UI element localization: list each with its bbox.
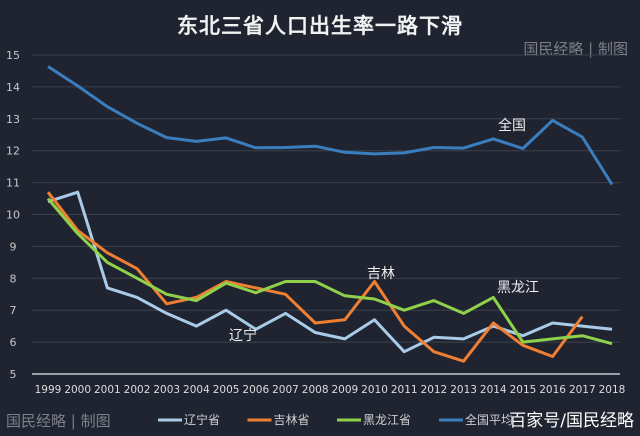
y-tick-label: 14 bbox=[6, 81, 20, 94]
y-tick-label: 12 bbox=[6, 145, 20, 158]
x-tick-label: 1999 bbox=[35, 384, 62, 396]
x-tick-label: 2013 bbox=[450, 384, 477, 396]
x-tick-label: 2014 bbox=[480, 384, 507, 396]
y-tick-label: 10 bbox=[6, 209, 20, 222]
source-watermark: 百家号/国民经略 bbox=[509, 411, 634, 431]
y-tick-label: 8 bbox=[10, 272, 17, 285]
x-tick-label: 2003 bbox=[153, 384, 180, 396]
y-tick-label: 5 bbox=[10, 368, 17, 381]
series-annotation: 吉林 bbox=[367, 266, 395, 282]
legend-label: 吉林省 bbox=[274, 413, 310, 427]
x-tick-label: 2005 bbox=[213, 384, 240, 396]
y-tick-label: 13 bbox=[6, 113, 20, 126]
y-tick-label: 15 bbox=[6, 49, 20, 62]
x-tick-label: 2015 bbox=[510, 384, 537, 396]
x-tick-label: 2004 bbox=[183, 384, 210, 396]
x-tick-label: 2017 bbox=[569, 384, 596, 396]
series-annotation: 黑龙江 bbox=[497, 280, 539, 296]
series-line-黑龙江省 bbox=[46, 197, 613, 346]
x-tick-label: 2012 bbox=[421, 384, 448, 396]
y-tick-label: 7 bbox=[10, 304, 17, 317]
x-tick-label: 2009 bbox=[331, 384, 358, 396]
chart-title: 东北三省人口出生率一路下滑 bbox=[177, 14, 463, 38]
x-tick-label: 2000 bbox=[64, 384, 91, 396]
x-tick-label: 2002 bbox=[124, 384, 151, 396]
x-tick-label: 2006 bbox=[242, 384, 269, 396]
credit-bottom: 国民经略 | 制图 bbox=[6, 412, 111, 430]
series-line-辽宁省 bbox=[47, 190, 613, 354]
x-tick-label: 2001 bbox=[94, 384, 121, 396]
series-annotation: 辽宁 bbox=[229, 327, 257, 344]
y-tick-label: 11 bbox=[6, 177, 20, 190]
x-tick-label: 2010 bbox=[361, 384, 388, 396]
x-tick-label: 2007 bbox=[272, 384, 299, 396]
y-tick-label: 6 bbox=[10, 336, 17, 349]
legend-label: 黑龙江省 bbox=[363, 413, 411, 427]
legend-label: 辽宁省 bbox=[184, 412, 220, 427]
x-tick-label: 2018 bbox=[599, 384, 626, 396]
x-tick-label: 2011 bbox=[391, 384, 418, 396]
series-line-吉林省 bbox=[46, 191, 584, 363]
x-tick-label: 2008 bbox=[302, 384, 329, 396]
series-annotation: 全国 bbox=[498, 117, 526, 134]
series-line-全国平均 bbox=[47, 65, 614, 186]
legend-label: 全国平均 bbox=[465, 412, 513, 427]
credit-top: 国民经略 | 制图 bbox=[523, 40, 628, 58]
x-tick-label: 2016 bbox=[539, 384, 566, 396]
y-tick-label: 9 bbox=[10, 240, 17, 253]
